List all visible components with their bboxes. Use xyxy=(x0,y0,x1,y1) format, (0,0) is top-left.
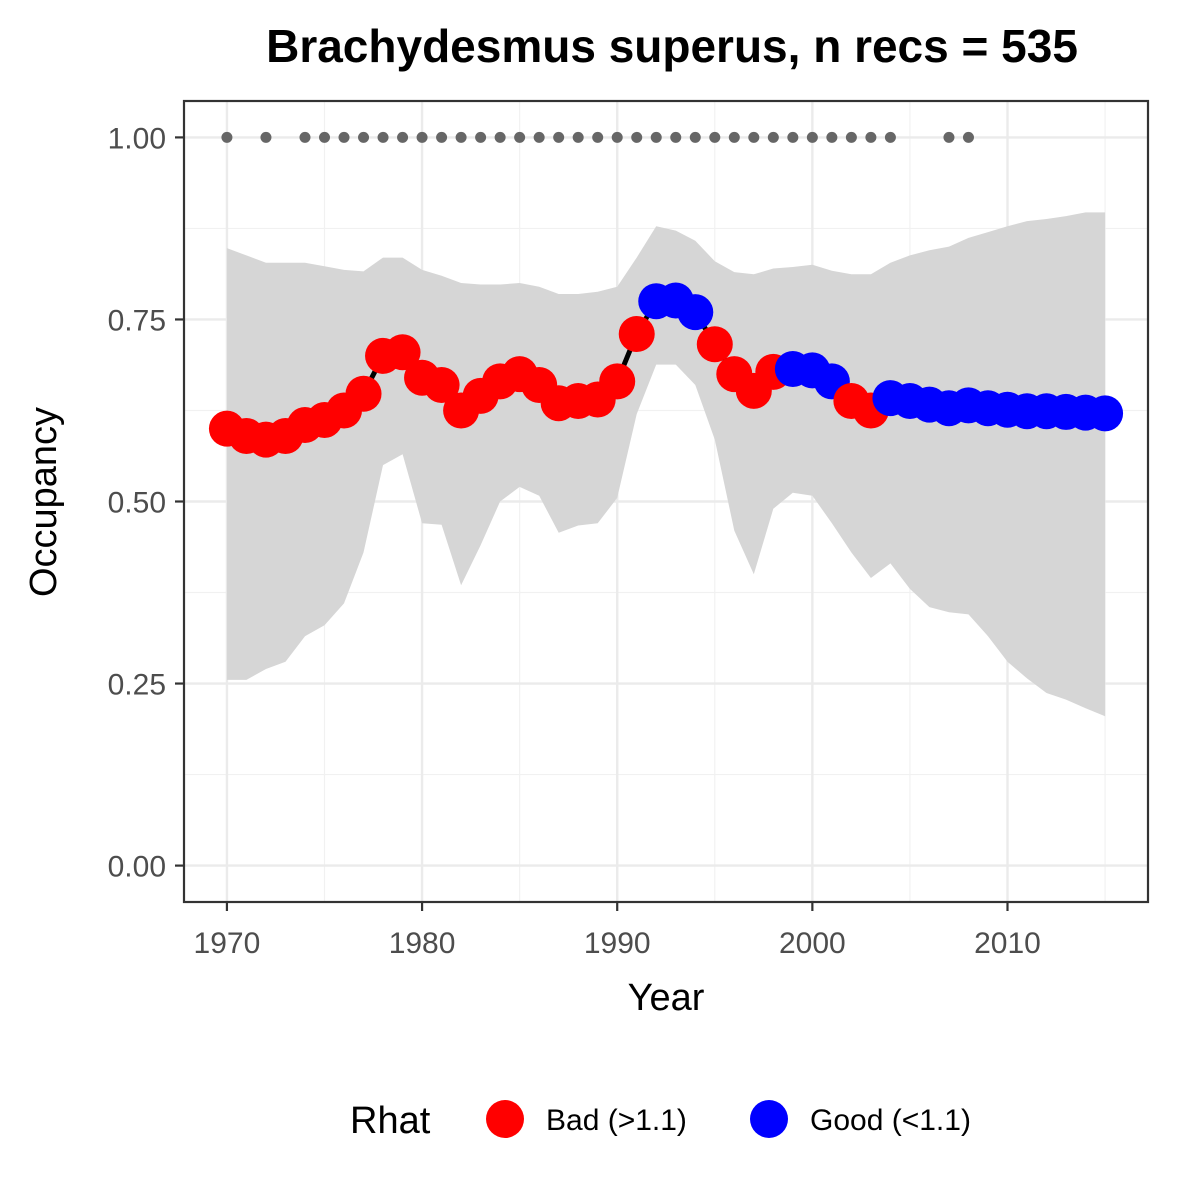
record-year-dot xyxy=(728,131,740,143)
record-year-dot xyxy=(767,131,779,143)
record-year-dot xyxy=(358,131,370,143)
record-year-dot xyxy=(377,131,389,143)
record-year-dot xyxy=(592,131,604,143)
data-point-bad xyxy=(618,316,655,353)
x-tick-label: 2000 xyxy=(779,927,846,960)
record-year-dot xyxy=(865,131,877,143)
record-year-dot xyxy=(806,131,818,143)
confidence-ribbon xyxy=(226,212,1106,717)
data-point-bad xyxy=(696,326,733,363)
record-year-dot xyxy=(494,131,506,143)
legend-title: Rhat xyxy=(350,1100,431,1142)
record-year-dot xyxy=(670,131,682,143)
y-tick-label: 0.25 xyxy=(108,669,166,702)
x-axis-title: Year xyxy=(628,977,705,1019)
record-year-dot xyxy=(533,131,545,143)
data-point-bad xyxy=(345,375,382,412)
record-year-dot xyxy=(845,131,857,143)
y-tick-label: 0.50 xyxy=(108,487,166,520)
record-year-dot xyxy=(416,131,428,143)
x-axis-ticks: 1970 1980 1990 2000 2010 xyxy=(194,902,1041,960)
record-year-dot xyxy=(826,131,838,143)
x-tick-label: 2010 xyxy=(974,927,1041,960)
x-tick-label: 1980 xyxy=(389,927,456,960)
record-year-dot xyxy=(299,131,311,143)
record-year-dot xyxy=(748,131,760,143)
y-tick-label: 0.00 xyxy=(108,851,166,884)
record-year-dot xyxy=(631,131,643,143)
record-year-dot xyxy=(514,131,526,143)
record-year-dot xyxy=(455,131,467,143)
data-point-good xyxy=(1087,395,1124,432)
y-axis-ticks: 0.00 0.25 0.50 0.75 1.00 xyxy=(108,122,184,884)
record-year-dot xyxy=(260,131,272,143)
record-year-dot xyxy=(436,131,448,143)
x-tick-label: 1990 xyxy=(584,927,651,960)
record-year-dot xyxy=(221,131,233,143)
legend-key-bad xyxy=(486,1100,524,1138)
y-tick-label: 0.75 xyxy=(108,304,166,337)
legend: Rhat Bad (>1.1) Good (<1.1) xyxy=(350,1100,971,1142)
record-years-layer xyxy=(221,131,974,143)
record-year-dot xyxy=(338,131,350,143)
record-year-dot xyxy=(553,131,565,143)
record-year-dot xyxy=(397,131,409,143)
legend-label-bad: Bad (>1.1) xyxy=(546,1104,687,1137)
data-point-bad xyxy=(423,366,460,403)
occupancy-points-layer xyxy=(208,282,1124,458)
record-year-dot xyxy=(884,131,896,143)
legend-key-good xyxy=(750,1100,788,1138)
x-tick-label: 1970 xyxy=(194,927,261,960)
confidence-ribbon-layer xyxy=(226,212,1106,717)
y-axis-title: Occupancy xyxy=(23,407,65,597)
record-year-dot xyxy=(650,131,662,143)
record-year-dot xyxy=(943,131,955,143)
record-year-dot xyxy=(572,131,584,143)
data-point-good xyxy=(677,294,714,331)
record-year-dot xyxy=(689,131,701,143)
record-year-dot xyxy=(611,131,623,143)
chart-title: Brachydesmus superus, n recs = 535 xyxy=(266,20,1078,72)
y-tick-label: 1.00 xyxy=(108,122,166,155)
record-year-dot xyxy=(787,131,799,143)
record-year-dot xyxy=(709,131,721,143)
record-year-dot xyxy=(962,131,974,143)
legend-label-good: Good (<1.1) xyxy=(810,1104,971,1137)
data-point-bad xyxy=(599,363,636,400)
record-year-dot xyxy=(319,131,331,143)
data-point-bad xyxy=(384,334,421,371)
record-year-dot xyxy=(475,131,487,143)
